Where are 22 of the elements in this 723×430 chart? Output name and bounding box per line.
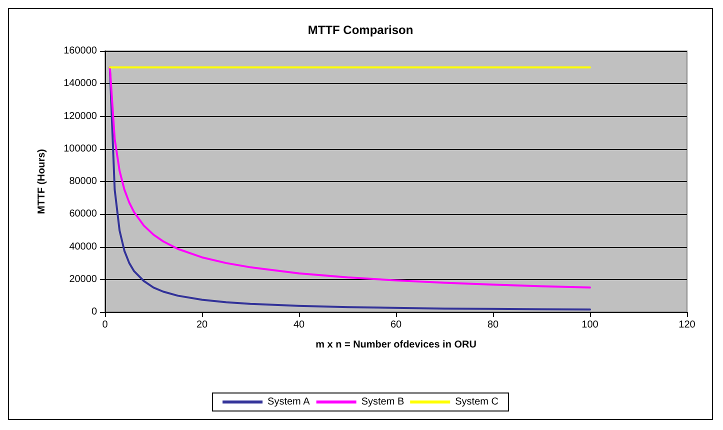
y-tick-label: 60000 bbox=[69, 208, 98, 220]
y-tick-label: 80000 bbox=[69, 176, 98, 187]
legend-label: System C bbox=[455, 396, 498, 408]
x-tick-label: 100 bbox=[582, 320, 599, 330]
y-tick-label: 20000 bbox=[69, 274, 98, 285]
x-tick-label: 40 bbox=[293, 320, 305, 330]
y-tick-label: 140000 bbox=[64, 78, 98, 90]
x-tick-label: 60 bbox=[390, 320, 402, 330]
legend-label: System B bbox=[361, 396, 404, 408]
x-tick-label: 120 bbox=[678, 320, 696, 330]
y-tick-label: 40000 bbox=[69, 241, 98, 252]
legend-label: System A bbox=[268, 396, 310, 408]
x-tick-label: 20 bbox=[196, 320, 208, 330]
y-tick-label: 120000 bbox=[64, 110, 98, 122]
y-tick-label: 160000 bbox=[64, 46, 98, 56]
x-tick-label: 0 bbox=[102, 320, 108, 330]
y-axis-title: MTTF (Hours) bbox=[36, 149, 48, 214]
y-tick-label: 0 bbox=[91, 306, 98, 318]
chart-title: MTTF Comparison bbox=[308, 23, 414, 37]
x-tick-label: 80 bbox=[487, 320, 499, 330]
y-tick-label: 100000 bbox=[64, 143, 98, 154]
x-axis-title: m x n = Number ofdevices in ORU bbox=[316, 340, 476, 350]
